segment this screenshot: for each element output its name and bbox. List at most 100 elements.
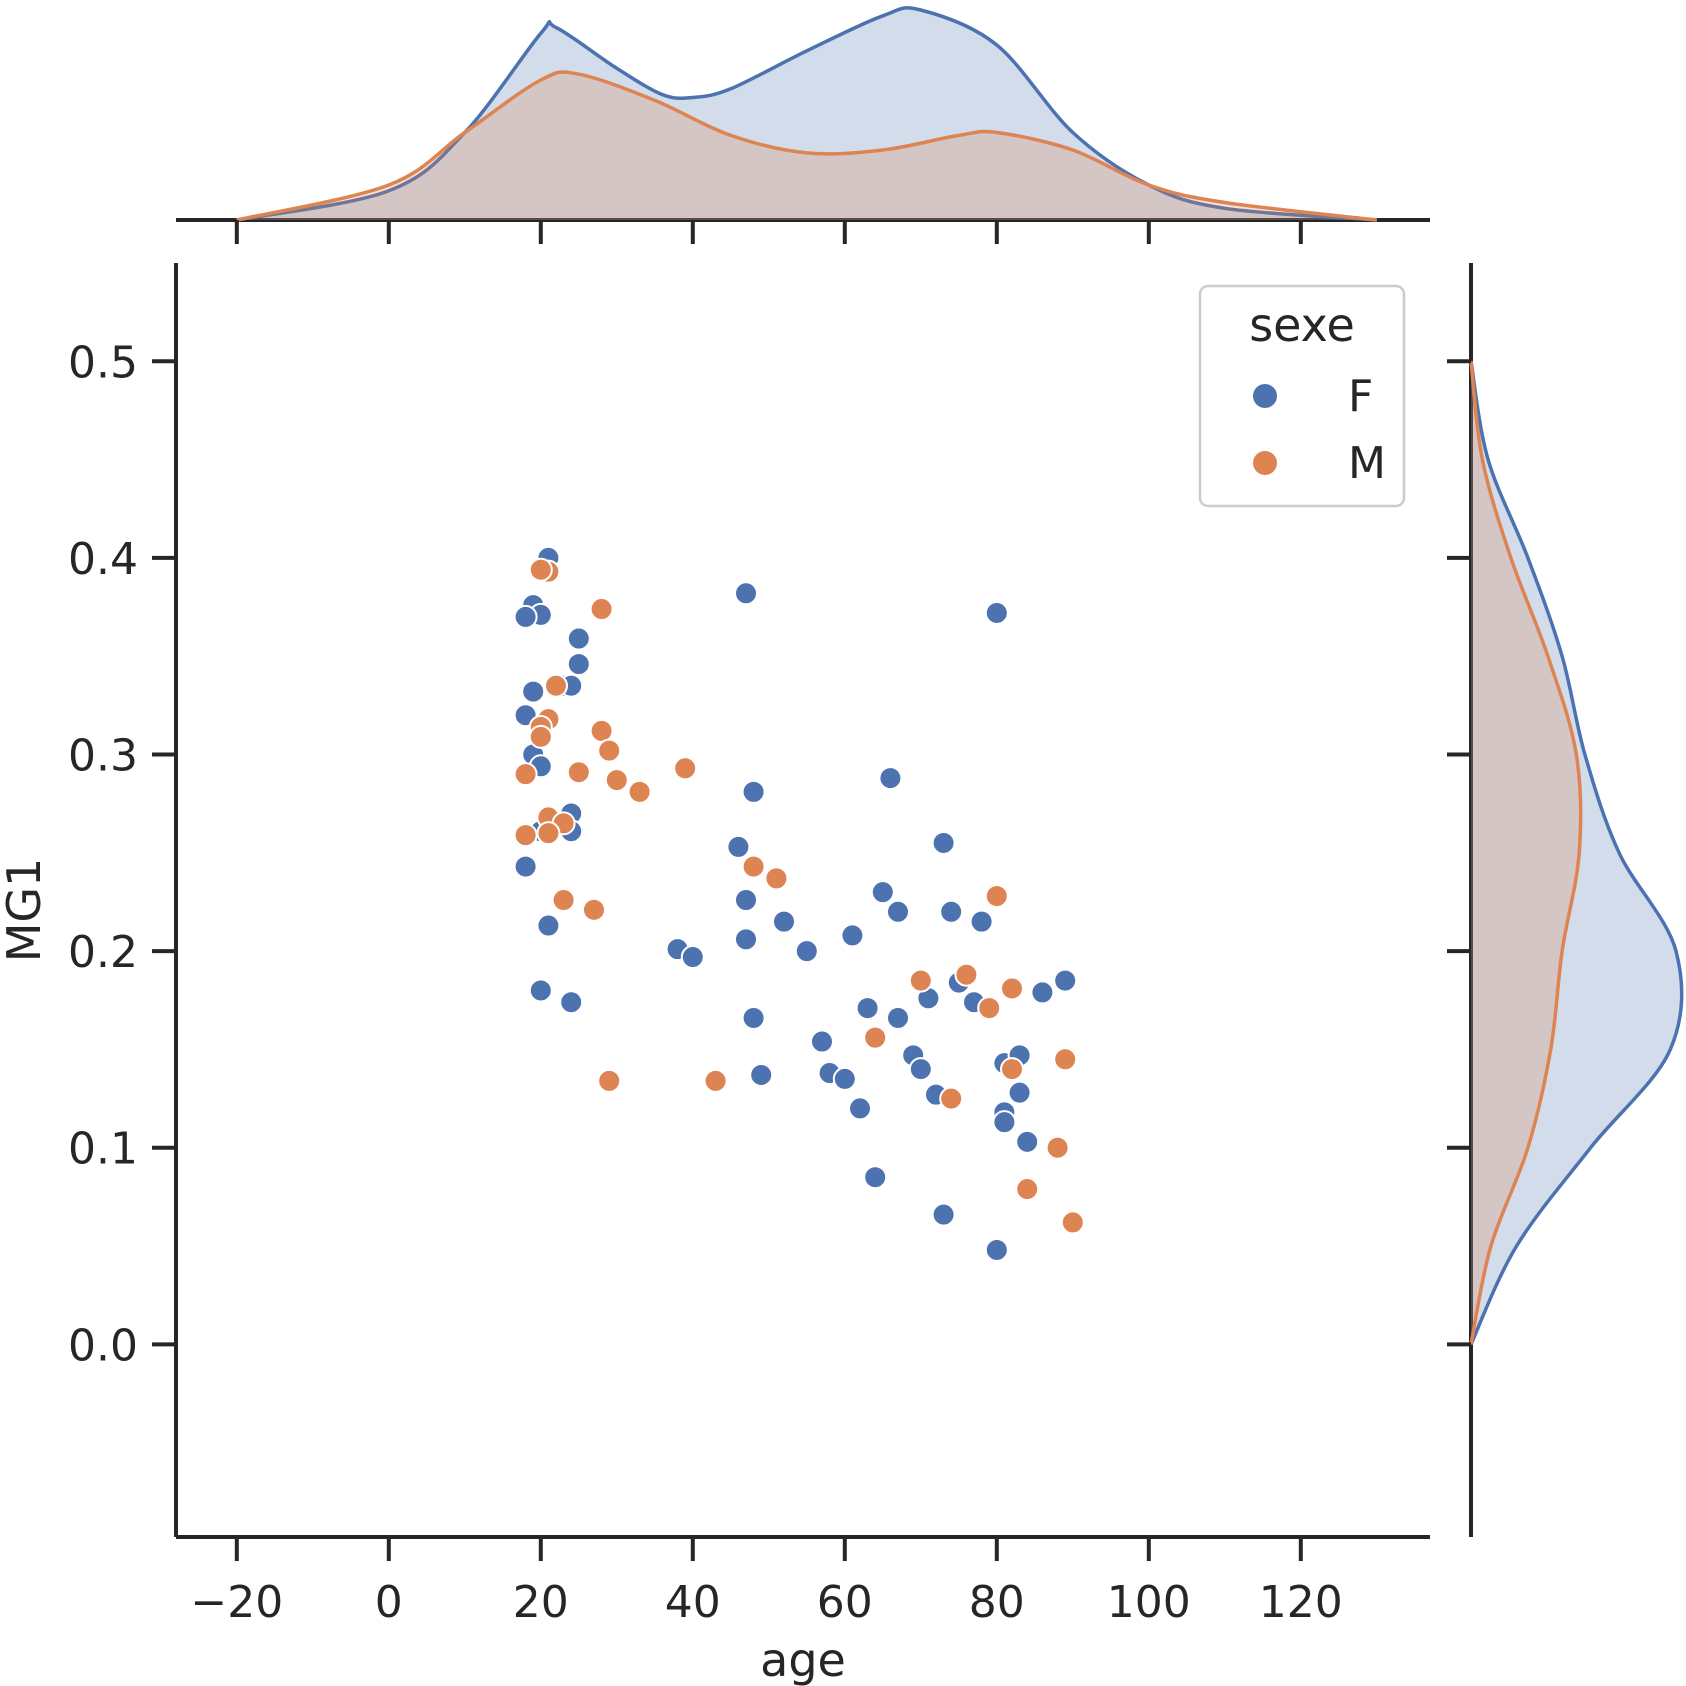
scatter-point-m [589, 597, 614, 622]
y-axis-label: MG1 [0, 858, 51, 963]
scatter-point-f [984, 600, 1009, 625]
scatter-point-f [772, 909, 796, 934]
scatter-point-m [551, 888, 576, 912]
scatter-point-m [513, 762, 538, 787]
scatter-point-m [954, 962, 979, 987]
scatter-point-m [597, 738, 622, 763]
x-tick-label: 120 [1259, 1577, 1343, 1628]
x-tick-label: −20 [190, 1577, 283, 1628]
legend-marker-f [1253, 384, 1277, 408]
x-tick-label: 20 [513, 1577, 569, 1628]
scatter-point-f [734, 927, 758, 952]
scatter-point-m [673, 756, 698, 781]
x-tick-label: 100 [1107, 1577, 1191, 1628]
y-tick-label: 0.3 [68, 731, 138, 782]
scatter-point-f [848, 1096, 872, 1121]
scatter-point-m [1053, 1047, 1078, 1072]
legend-box [1198, 284, 1406, 508]
y-tick-label: 0.5 [68, 337, 138, 388]
scatter-point-m [977, 996, 1002, 1021]
y-tick-label: 0.1 [68, 1124, 138, 1175]
scatter-point-m [908, 968, 933, 993]
scatter-point-m [528, 724, 553, 749]
kde-y-line-m [1469, 361, 1583, 1345]
scatter-point-m [536, 821, 561, 846]
scatter-point-f [1030, 980, 1055, 1005]
scatter-point-m [627, 779, 652, 804]
scatter-point-m [513, 823, 538, 848]
scatter-point-m [1000, 976, 1024, 1001]
scatter-point-f [863, 1165, 888, 1190]
scatter-point-m [1060, 1210, 1085, 1235]
scatter-point-f [726, 834, 751, 859]
scatter-point-m [1015, 1177, 1040, 1202]
scatter-point-f [886, 899, 910, 924]
scatter-point-m [1000, 1057, 1024, 1082]
scatter-point-m [703, 1068, 728, 1093]
x-tick-label: 0 [375, 1577, 403, 1628]
legend-label-f: F [1348, 371, 1373, 422]
scatter-point-m [566, 760, 591, 785]
kde-y-fill-m [1471, 361, 1581, 1345]
scatter-point-f [521, 679, 546, 704]
scatter-point-f [741, 1005, 766, 1030]
scatter-point-f [513, 604, 538, 629]
y-tick-label: 0.2 [68, 927, 138, 978]
scatter-axes [174, 263, 1430, 1539]
scatter-point-f [1007, 1080, 1032, 1105]
x-tick-label: 60 [817, 1577, 873, 1628]
scatter-point-m [939, 1086, 964, 1111]
y-tick-label: 0.0 [68, 1320, 138, 1371]
legend-label-m: M [1348, 438, 1386, 489]
x-tick-label: 80 [969, 1577, 1025, 1628]
scatter-point-m [984, 884, 1009, 909]
scatter-point-f [566, 652, 591, 677]
scatter-point-f [931, 1202, 956, 1227]
x-axis-label: age [760, 1633, 846, 1686]
legend: sexe F M [1198, 284, 1406, 508]
marginal-y-kde [1469, 263, 1684, 1537]
scatter-point-m [604, 768, 629, 793]
scatter-point-m [863, 1025, 888, 1050]
x-ticks: −20 0 20 40 60 80 100 120 [190, 220, 1343, 1628]
scatter-point-f [969, 909, 994, 934]
scatter-point-f [749, 1062, 774, 1087]
scatter-point-f [559, 990, 584, 1015]
scatter-point-f [513, 854, 538, 879]
scatter-point-m [582, 897, 606, 922]
scatter-point-f [908, 1057, 933, 1082]
scatter-point-f [1015, 1129, 1040, 1154]
scatter-point-f [878, 766, 903, 791]
scatter-point-f [984, 1237, 1009, 1262]
scatter-point-f [855, 996, 880, 1021]
legend-marker-m [1253, 451, 1277, 475]
scatter-point-f [794, 939, 819, 964]
scatter-points [513, 545, 1085, 1262]
kde-x-line-m [236, 70, 1377, 222]
scatter-point-f [870, 880, 895, 905]
kde-x-fill-m [236, 71, 1377, 220]
scatter-point-m [544, 673, 568, 698]
scatter-point-f [680, 945, 705, 970]
scatter-point-m [597, 1068, 622, 1093]
scatter-point-f [832, 1066, 857, 1091]
scatter-point-f [992, 1110, 1017, 1135]
kde-y-line-f [1469, 361, 1684, 1346]
scatter-point-f [741, 779, 766, 804]
scatter-point-m [741, 854, 766, 879]
scatter-point-m [764, 866, 789, 891]
scatter-point-f [1053, 968, 1078, 993]
scatter-point-f [931, 830, 956, 855]
marginal-x-kde [176, 6, 1430, 222]
scatter-point-m [1045, 1135, 1070, 1160]
scatter-point-f [566, 626, 591, 651]
legend-title: sexe [1249, 298, 1355, 352]
kde-x-line-f [236, 6, 1377, 222]
kde-y-fill-f [1471, 361, 1682, 1345]
scatter-point-f [939, 899, 964, 924]
scatter-point-m [528, 557, 553, 582]
scatter-point-f [840, 923, 865, 948]
scatter-point-f [734, 581, 758, 606]
y-ticks: 0.0 0.1 0.2 0.3 0.4 0.5 [68, 337, 1471, 1371]
